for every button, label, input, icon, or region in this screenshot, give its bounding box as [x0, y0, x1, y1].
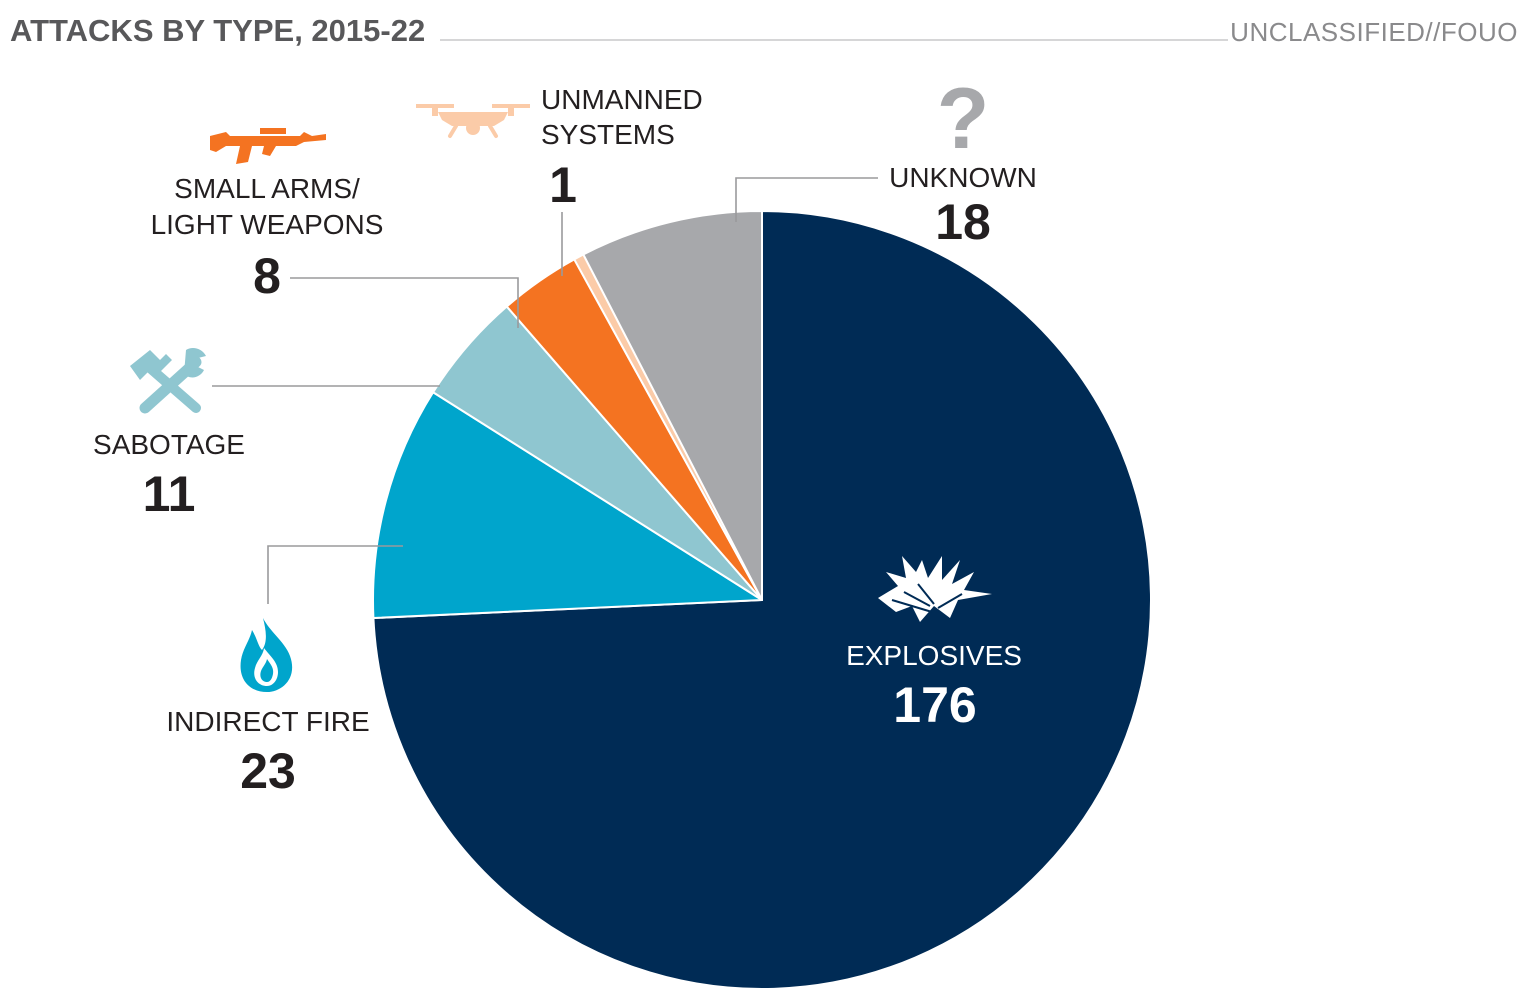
fire-icon	[240, 618, 293, 692]
value-unmanned-systems: 1	[549, 157, 577, 213]
label-explosives: EXPLOSIVES	[846, 640, 1022, 671]
label-small-arms-line2: LIGHT WEAPONS	[151, 209, 384, 240]
tools-icon	[130, 348, 206, 414]
drone-icon	[416, 104, 530, 138]
rifle-icon	[210, 128, 326, 164]
leader-indirect-fire	[267, 545, 403, 604]
chart-title: ATTACKS BY TYPE, 2015-22	[10, 13, 425, 48]
slice-unknown	[582, 210, 763, 601]
value-small-arms: 8	[253, 248, 281, 304]
value-explosives: 176	[893, 677, 976, 733]
label-indirect-fire: INDIRECT FIRE	[166, 706, 369, 737]
label-unmanned-systems-line2: SYSTEMS	[541, 119, 675, 150]
leader-unknown	[735, 177, 878, 222]
leader-small-arms	[290, 277, 519, 328]
label-sabotage: SABOTAGE	[93, 429, 245, 460]
value-sabotage: 11	[143, 466, 196, 522]
value-indirect-fire: 23	[240, 743, 296, 799]
pie-slices	[372, 210, 1152, 990]
value-unknown: 18	[935, 194, 991, 250]
classification-marking: UNCLASSIFIED//FOUO	[1230, 17, 1518, 47]
slice-indirect-fire	[372, 391, 763, 620]
label-unknown: UNKNOWN	[889, 162, 1037, 193]
question-icon: ?	[937, 71, 990, 167]
label-unmanned-systems-line1: UNMANNED	[541, 84, 703, 115]
label-small-arms-line1: SMALL ARMS/	[174, 173, 360, 204]
explosion-icon	[878, 556, 992, 622]
